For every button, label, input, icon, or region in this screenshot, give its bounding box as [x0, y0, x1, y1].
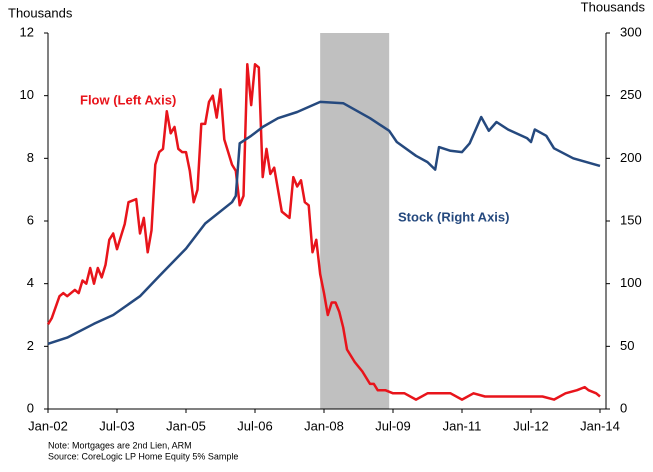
x-tick-label: Jan-14	[580, 418, 620, 433]
y2-tick-label: 50	[620, 338, 634, 353]
y-tick-label: 8	[27, 150, 34, 165]
y2-tick-label: 150	[620, 212, 642, 227]
x-tick-label: Jul-12	[513, 418, 548, 433]
series-line	[46, 63, 601, 401]
y-tick-label: 12	[20, 24, 34, 39]
y2-axis-label: Thousands	[581, 0, 646, 14]
x-tick-label: Jan-11	[443, 418, 482, 433]
y-tick-label: 10	[20, 87, 34, 102]
x-tick-label: Jan-02	[28, 418, 68, 433]
y-tick-label: 0	[27, 400, 34, 415]
shaded-period	[320, 33, 390, 409]
x-tick-label: Jul-06	[237, 418, 272, 433]
series-label: Stock (Right Axis)	[398, 209, 509, 224]
y-tick-label: 6	[27, 212, 34, 227]
y-tick-label: 2	[27, 338, 34, 353]
series-line	[47, 100, 601, 345]
series-label: Flow (Left Axis)	[80, 92, 176, 107]
y2-tick-label: 300	[620, 24, 642, 39]
y2-tick-label: 0	[620, 400, 627, 415]
y-axis-label: Thousands	[8, 5, 73, 20]
x-tick-label: Jul-03	[99, 418, 134, 433]
y2-tick-label: 250	[620, 87, 642, 102]
note: Source: CoreLogic LP Home Equity 5% Samp…	[48, 451, 238, 461]
x-tick-label: Jan-05	[166, 418, 206, 433]
x-tick-label: Jan-08	[304, 418, 344, 433]
y2-tick-label: 100	[620, 275, 642, 290]
note: Note: Mortgages are 2nd Lien, ARM	[48, 440, 192, 450]
x-tick-label: Jul-09	[375, 418, 410, 433]
y2-tick-label: 200	[620, 150, 642, 165]
y-tick-label: 4	[27, 275, 34, 290]
